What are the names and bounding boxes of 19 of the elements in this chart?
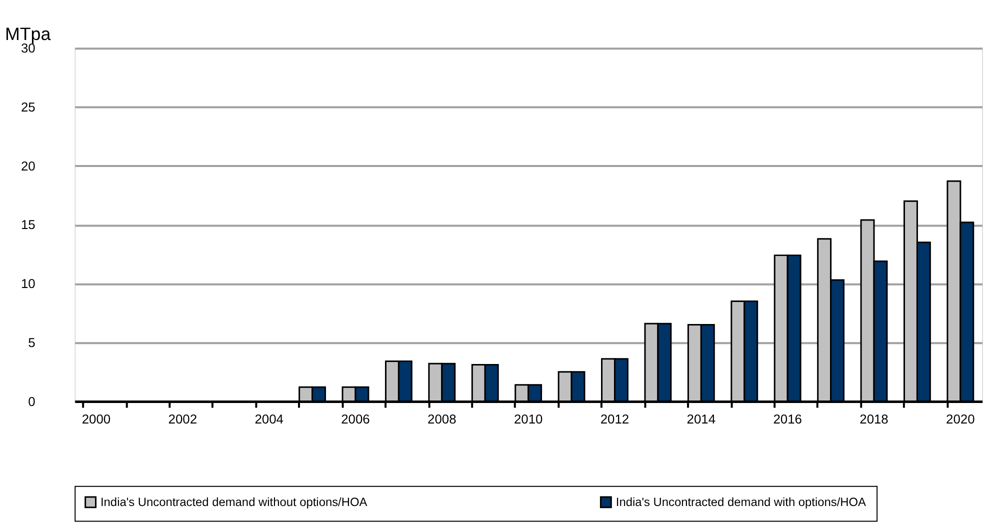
x-tick-label: 2020: [946, 412, 975, 427]
x-tick-label: 2004: [254, 412, 284, 427]
legend-label: India's Uncontracted demand with options/HOA: [616, 495, 866, 510]
y-tick-label: 10: [20, 276, 36, 292]
y-tick-label: 0: [28, 394, 36, 409]
x-tick-label: 2012: [600, 412, 630, 427]
legend-label: India's Uncontracted demand without options/HOA: [100, 495, 368, 510]
x-tick-label: 2014: [686, 412, 716, 427]
y-tick-label: 15: [20, 217, 36, 232]
x-tick-label: 2006: [341, 412, 370, 427]
x-tick-label: 2016: [773, 412, 802, 427]
x-tick-label: 2018: [860, 412, 888, 427]
x-tick-label: 2002: [168, 412, 198, 427]
x-tick-label: 2008: [428, 412, 456, 427]
y-tick-label: 20: [20, 158, 36, 174]
y-tick-label: 5: [28, 334, 36, 350]
x-tick-label: 2010: [514, 412, 543, 427]
x-tick-label: 2000: [82, 412, 111, 427]
y-tick-label: 25: [20, 99, 36, 114]
